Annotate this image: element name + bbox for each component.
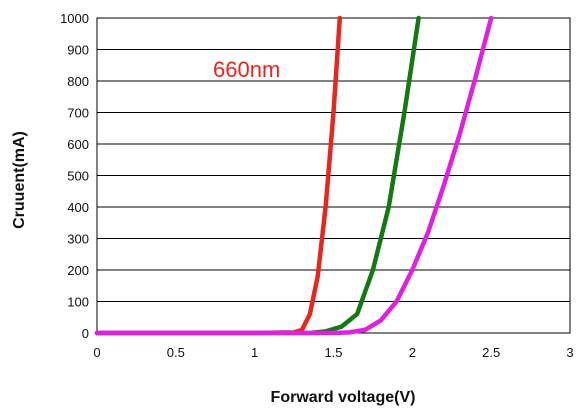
y-tick-label: 300 [67, 232, 89, 247]
x-tick-label: 3 [566, 345, 573, 360]
x-tick-label: 1 [251, 345, 258, 360]
gridlines [97, 49, 570, 302]
x-axis-title: Forward voltage(V) [271, 389, 416, 406]
x-tick-labels: 0 0.5 1 1.5 2 2.5 3 [93, 345, 573, 360]
y-tick-label: 500 [67, 169, 89, 184]
y-tick-label: 1000 [60, 11, 89, 26]
series-lines [94, 15, 494, 336]
x-tick-label: 0 [93, 345, 100, 360]
x-tick-label: 2 [409, 345, 416, 360]
x-tick-label: 0.5 [167, 345, 185, 360]
y-tick-label: 100 [67, 295, 89, 310]
y-tick-label: 0 [82, 326, 89, 341]
y-tick-label: 700 [67, 106, 89, 121]
y-tick-label: 400 [67, 200, 89, 215]
y-tick-label: 900 [67, 43, 89, 58]
y-tick-labels: 0 100 200 300 400 500 600 700 800 900 1000 [60, 11, 89, 341]
y-tick-label: 200 [67, 263, 89, 278]
x-tick-label: 2.5 [482, 345, 500, 360]
y-tick-label: 800 [67, 74, 89, 89]
x-tick-label: 1.5 [324, 345, 342, 360]
wavelength-annotation: 660nm [213, 57, 280, 82]
y-tick-label: 600 [67, 137, 89, 152]
y-axis-title: Cruuent(mA) [11, 131, 28, 229]
series-line-3 [94, 15, 494, 336]
